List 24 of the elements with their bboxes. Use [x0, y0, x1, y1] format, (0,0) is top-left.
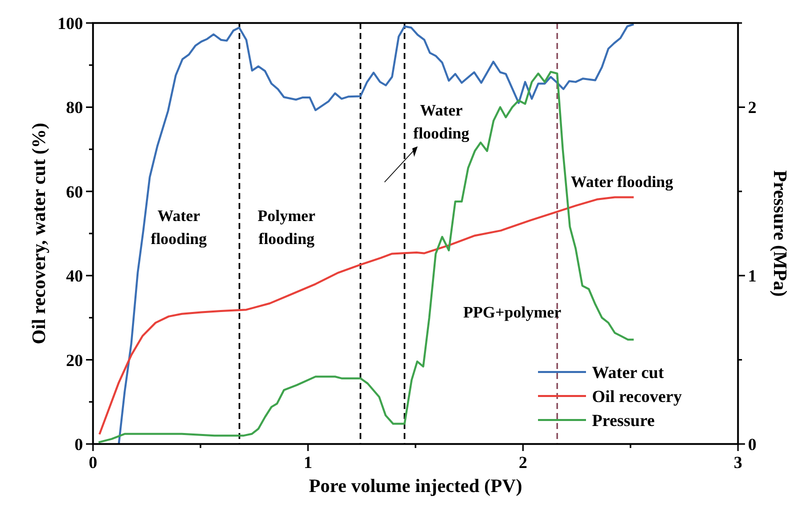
legend-label: Water cut [592, 363, 664, 382]
y-axis-title: Oil recovery, water cut (%) [29, 122, 50, 344]
legend-label: Pressure [592, 411, 656, 430]
annotation: Polymer flooding [258, 208, 316, 248]
x-axis-title: Pore volume injected (PV) [308, 476, 522, 497]
annotation: PPG+polymer [463, 304, 562, 322]
x-tick-label: 2 [518, 453, 528, 472]
y2-tick-label: 0 [748, 435, 756, 454]
y2-axis-title: Pressure (MPa) [769, 170, 790, 297]
y-tick-label: 20 [66, 350, 83, 370]
x-tick-label: 3 [734, 453, 742, 472]
x-tick-label: 1 [304, 453, 312, 472]
annotation: Water flooding [150, 208, 207, 248]
legend-label: Oil recovery [592, 387, 682, 406]
y-tick-label: 0 [74, 435, 83, 454]
y-tick-label: 80 [66, 98, 83, 118]
y-tick-label: 40 [66, 266, 83, 286]
x-tick-label: 0 [88, 453, 98, 472]
annotation: Water flooding [570, 174, 674, 192]
y-tick-label: 100 [58, 14, 83, 33]
y2-tick-label: 1 [748, 266, 756, 286]
y-tick-label: 60 [66, 182, 83, 202]
y2-tick-label: 2 [748, 98, 756, 118]
annotation: Water flooding [413, 102, 470, 143]
